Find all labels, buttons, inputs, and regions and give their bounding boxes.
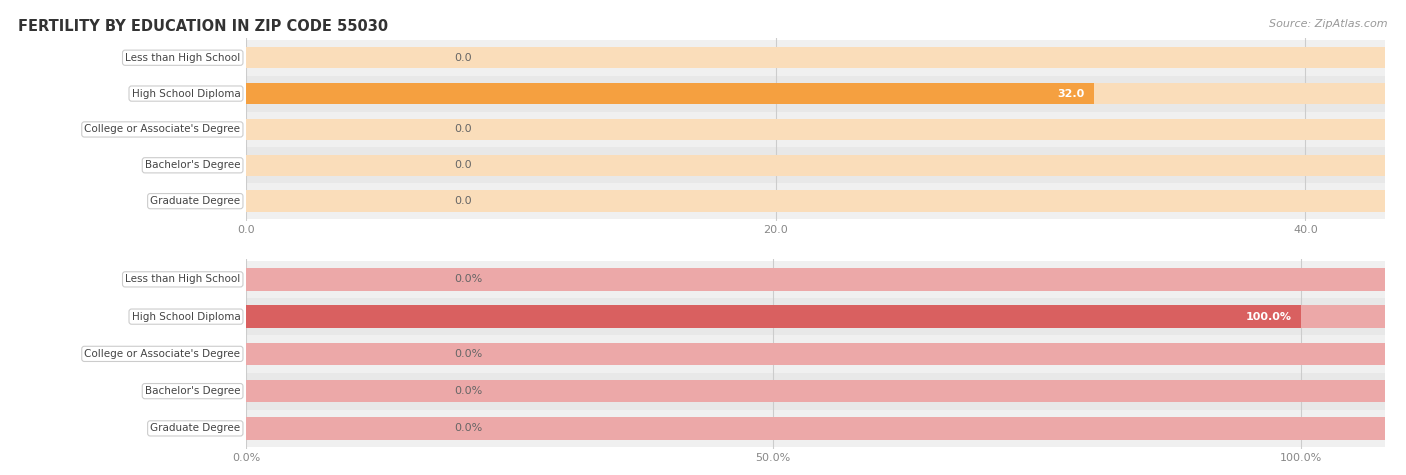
Text: 0.0: 0.0 xyxy=(454,160,472,171)
Text: 0.0%: 0.0% xyxy=(454,386,482,396)
Text: Less than High School: Less than High School xyxy=(125,53,240,63)
Text: FERTILITY BY EDUCATION IN ZIP CODE 55030: FERTILITY BY EDUCATION IN ZIP CODE 55030 xyxy=(18,19,388,34)
Text: High School Diploma: High School Diploma xyxy=(132,312,240,322)
Text: Graduate Degree: Graduate Degree xyxy=(150,196,240,206)
Text: High School Diploma: High School Diploma xyxy=(132,88,240,99)
Bar xyxy=(246,380,1385,402)
Bar xyxy=(224,261,1406,298)
Bar xyxy=(246,305,1385,328)
Text: 100.0%: 100.0% xyxy=(1246,312,1292,322)
Bar xyxy=(246,83,1094,104)
Text: Less than High School: Less than High School xyxy=(125,275,240,285)
Text: 0.0%: 0.0% xyxy=(454,349,482,359)
Bar xyxy=(246,342,1385,365)
Text: College or Associate's Degree: College or Associate's Degree xyxy=(84,124,240,134)
Bar xyxy=(246,268,1385,291)
Text: Graduate Degree: Graduate Degree xyxy=(150,423,240,433)
Text: 0.0%: 0.0% xyxy=(454,275,482,285)
Bar xyxy=(224,298,1406,335)
Bar xyxy=(224,147,1406,183)
Bar xyxy=(246,417,1385,439)
Text: 0.0: 0.0 xyxy=(454,196,472,206)
Text: 0.0: 0.0 xyxy=(454,53,472,63)
Bar xyxy=(246,47,1385,68)
Bar xyxy=(246,154,1385,176)
Text: Bachelor's Degree: Bachelor's Degree xyxy=(145,386,240,396)
Text: Source: ZipAtlas.com: Source: ZipAtlas.com xyxy=(1270,19,1388,29)
Text: 32.0: 32.0 xyxy=(1057,88,1084,99)
Bar xyxy=(224,410,1406,447)
Bar xyxy=(246,119,1385,140)
Bar xyxy=(246,190,1385,212)
Bar xyxy=(224,372,1406,410)
Bar xyxy=(224,76,1406,112)
Text: College or Associate's Degree: College or Associate's Degree xyxy=(84,349,240,359)
Text: 0.0%: 0.0% xyxy=(454,423,482,433)
Bar xyxy=(246,305,1301,328)
Text: 0.0: 0.0 xyxy=(454,124,472,134)
Bar xyxy=(246,83,1385,104)
Bar xyxy=(224,40,1406,76)
Bar xyxy=(224,112,1406,147)
Text: Bachelor's Degree: Bachelor's Degree xyxy=(145,160,240,171)
Bar xyxy=(224,335,1406,372)
Bar xyxy=(224,183,1406,219)
